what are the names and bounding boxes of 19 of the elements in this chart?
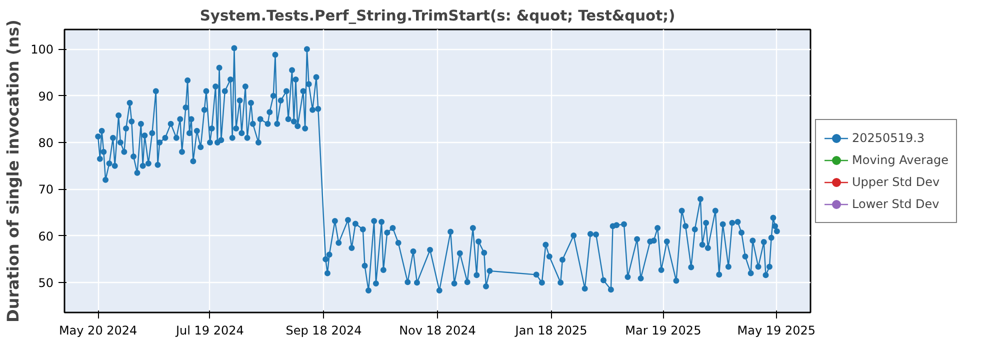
- y-tick-label: 50: [38, 276, 54, 290]
- y-tick-label: 90: [38, 89, 54, 104]
- chart-title: System.Tests.Perf_String.TrimStart(s: &quot; Test&quot;): [200, 8, 676, 24]
- x-tick-label: Jul 19 2024: [175, 324, 244, 338]
- legend-label: Moving Average: [852, 152, 948, 166]
- x-tick-label: May 20 2024: [58, 324, 138, 338]
- x-tick-label: Sep 18 2024: [286, 324, 362, 338]
- y-tick-label: 60: [38, 229, 54, 244]
- legend-label: 20250519.3: [852, 130, 925, 144]
- y-tick-label: 80: [38, 136, 54, 150]
- x-tick-label: May 19 2025: [737, 324, 816, 338]
- legend-label: Lower Std Dev: [852, 196, 940, 210]
- y-tick-label: 100: [30, 42, 54, 57]
- x-tick-label: Nov 18 2024: [399, 324, 476, 338]
- x-tick-label: Jan 18 2025: [514, 324, 588, 338]
- x-tick-label: Mar 19 2025: [625, 324, 702, 338]
- legend-label: Upper Std Dev: [852, 174, 940, 188]
- y-axis-title: Duration of single invocation (ns): [4, 20, 23, 322]
- y-tick-label: 70: [38, 182, 54, 197]
